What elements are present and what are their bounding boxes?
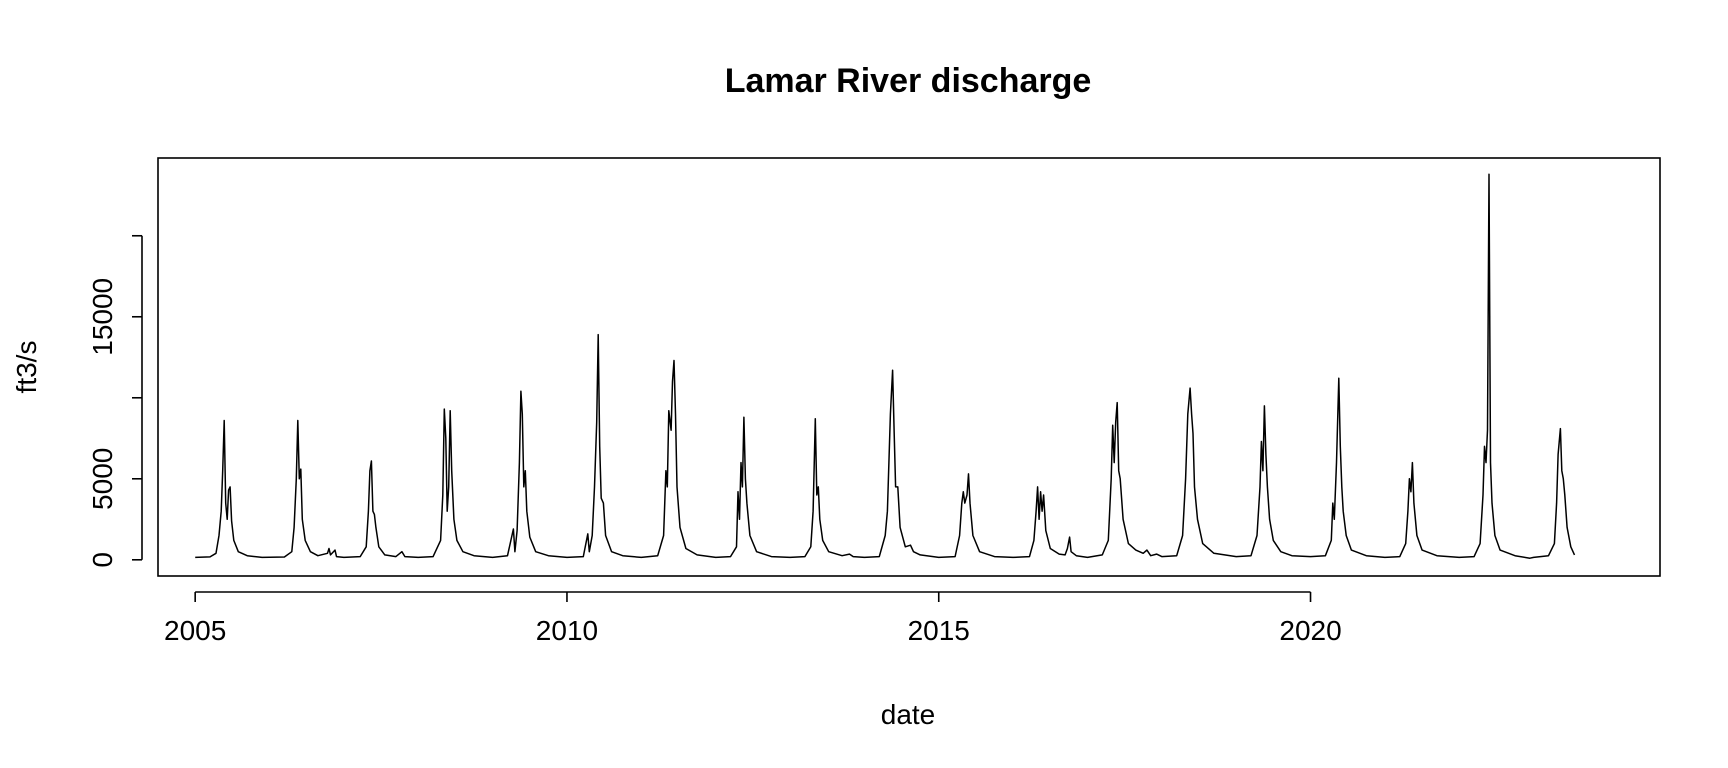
x-tick-label-2020: 2020: [1279, 615, 1341, 646]
plot-frame: [157, 157, 1661, 577]
x-tick-label-2015: 2015: [908, 615, 970, 646]
y-tick-label-15000: 15000: [87, 278, 118, 356]
series-layer: [195, 173, 1576, 559]
x-axis-ticks: 2005 2010 2015 2020: [164, 592, 1342, 646]
series-line-1: [195, 173, 1576, 559]
y-tick-label-0: 0: [87, 552, 118, 568]
chart-title: Lamar River discharge: [725, 62, 1092, 100]
x-tick-label-2010: 2010: [536, 615, 598, 646]
y-axis-ticks: 0 5000 15000: [87, 234, 142, 568]
y-tick-label-5000: 5000: [87, 448, 118, 510]
x-tick-label-2005: 2005: [164, 615, 226, 646]
y-axis-label: ft3/s: [11, 341, 42, 394]
x-axis-label: date: [881, 699, 936, 730]
